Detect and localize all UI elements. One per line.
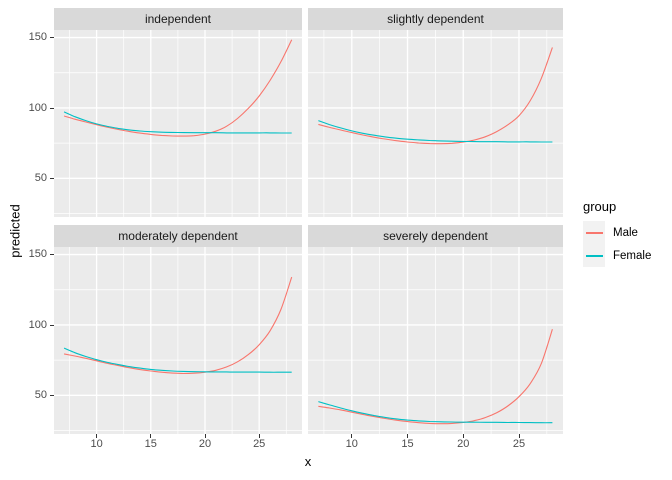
facet-strip: independent bbox=[54, 8, 302, 30]
facet-title: independent bbox=[144, 12, 212, 26]
x-tick-mark bbox=[518, 434, 520, 438]
facet-strip: moderately dependent bbox=[54, 225, 302, 247]
legend-item-label: Male bbox=[613, 226, 638, 239]
facet-title: moderately dependent bbox=[118, 229, 238, 243]
x-tick-mark bbox=[462, 434, 464, 438]
male-line bbox=[63, 39, 293, 137]
x-tick-mark bbox=[407, 434, 408, 438]
x-tick-label: 25 bbox=[253, 438, 266, 450]
facet-strip: severely dependent bbox=[308, 225, 563, 247]
y-tick-mark bbox=[50, 254, 54, 256]
y-tick-mark bbox=[50, 107, 54, 109]
male-line bbox=[63, 276, 293, 375]
female-line bbox=[318, 120, 553, 143]
y-tick-label: 150 bbox=[28, 248, 47, 261]
male-key-line-icon bbox=[585, 231, 603, 234]
x-tick-label: 20 bbox=[198, 438, 212, 450]
facet-title: severely dependent bbox=[383, 229, 488, 243]
facet-panel bbox=[54, 30, 302, 217]
female-line bbox=[63, 111, 292, 134]
female-line bbox=[63, 347, 292, 373]
x-tick-label: 15 bbox=[144, 438, 157, 450]
x-tick-mark bbox=[351, 434, 353, 438]
y-tick-label: 100 bbox=[28, 101, 47, 114]
x-tick-label: 15 bbox=[401, 438, 414, 450]
y-tick-mark bbox=[50, 324, 54, 326]
x-tick-mark bbox=[204, 434, 206, 438]
y-tick-label: 150 bbox=[28, 31, 47, 44]
x-axis-title: x bbox=[304, 454, 312, 469]
x-tick-mark bbox=[258, 434, 260, 438]
female-line bbox=[318, 401, 553, 424]
male-line bbox=[318, 47, 553, 145]
facet-panel bbox=[54, 247, 302, 434]
legend-item-label: Female bbox=[613, 249, 652, 262]
y-tick-mark bbox=[50, 394, 54, 396]
x-tick-mark bbox=[96, 434, 98, 438]
y-tick-label: 50 bbox=[34, 171, 47, 184]
y-tick-mark bbox=[50, 177, 54, 179]
legend-key-swatch bbox=[583, 244, 605, 267]
x-tick-label: 25 bbox=[512, 438, 526, 450]
male-line bbox=[318, 329, 553, 425]
legend-item: Female bbox=[583, 244, 651, 267]
facet-title: slightly dependent bbox=[387, 12, 484, 26]
facet-panel bbox=[308, 30, 563, 217]
facet-strip: slightly dependent bbox=[308, 8, 563, 30]
female-key-line-icon bbox=[585, 254, 603, 257]
legend-item: Male bbox=[583, 221, 651, 244]
x-tick-label: 10 bbox=[345, 438, 358, 450]
y-tick-label: 100 bbox=[28, 318, 47, 331]
x-tick-label: 20 bbox=[457, 438, 470, 450]
y-tick-mark bbox=[50, 37, 54, 39]
x-tick-label: 10 bbox=[90, 438, 103, 450]
y-tick-label: 50 bbox=[34, 388, 47, 401]
legend: group Male Female bbox=[583, 199, 651, 267]
facet-panel bbox=[308, 247, 563, 434]
x-tick-mark bbox=[150, 434, 152, 438]
legend-key-swatch bbox=[583, 221, 605, 244]
legend-title: group bbox=[583, 199, 617, 214]
legend-items: Male Female bbox=[583, 221, 651, 267]
